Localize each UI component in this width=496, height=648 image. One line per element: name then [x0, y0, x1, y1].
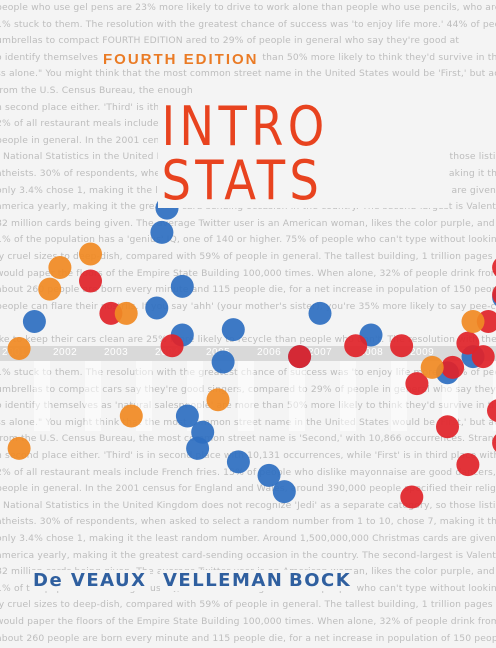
data-point: [7, 337, 31, 360]
author-de-veaux: De VEAUX: [30, 570, 150, 591]
background-text-line: would paper the floors of the Empire Sta…: [0, 615, 496, 627]
background-text-line: ly cruel sizes to deep-dish, compared wi…: [0, 599, 493, 611]
year-column-stripe: [85, 361, 101, 431]
data-point: [145, 296, 169, 320]
data-point: [38, 277, 62, 301]
data-point: [206, 388, 230, 412]
year-column-stripe: [493, 361, 496, 431]
background-text-line: 1% of the population has a 'genius' IQ, …: [0, 234, 496, 246]
data-point: [7, 436, 31, 460]
background-text-line: people can flare their nostrils. If you …: [0, 300, 496, 312]
background-text-line: 2% of all restaurant meals include ompar: [0, 118, 193, 130]
year-label-2006: 2006: [257, 347, 282, 358]
background-text-line: ss alone." You might think that the most…: [0, 68, 496, 80]
year-label-2007: 2007: [308, 347, 333, 358]
background-text-line: would paper the floors of the Empire Sta…: [0, 267, 496, 279]
background-text-line: r National Statistics in the United King…: [0, 499, 496, 511]
data-point: [400, 485, 424, 509]
background-text-line: from the U.S. Census Bureau, the enough: [0, 84, 193, 96]
year-column-stripe: [340, 361, 356, 431]
data-point: [456, 453, 480, 477]
year-label-2009: 2009: [410, 347, 435, 358]
background-text-line: only 3.4% chose 1, making it the least r…: [0, 533, 496, 544]
data-point: [344, 334, 368, 358]
year-label-2008: 2008: [359, 347, 384, 358]
background-text-line: from the U.S. Census Bureau, the most co…: [0, 433, 496, 445]
data-point: [186, 436, 210, 460]
book-title: INTRO STATS: [158, 100, 449, 208]
data-point: [420, 355, 444, 379]
background-text-line: n second place either. 'Third' is ith 9,…: [0, 101, 178, 113]
background-text-line: people who use gel pens are 23% more lik…: [0, 2, 496, 13]
data-point: [257, 463, 281, 487]
data-point: [160, 334, 184, 358]
data-point: [308, 301, 332, 325]
background-text-line: atheists. 30% of respondents, when asked…: [0, 516, 496, 528]
background-text-line: about 260 people are born every minute a…: [0, 284, 496, 296]
data-point: [150, 220, 174, 244]
data-point: [288, 345, 312, 369]
data-point: [119, 404, 143, 428]
year-column-stripe: [238, 361, 254, 431]
author-bock: BOCK: [286, 570, 355, 591]
data-point: [221, 318, 245, 342]
background-text-line: about 260 people are born every minute a…: [0, 632, 496, 644]
background-text-line: people in general. In the 2001 census fo…: [0, 483, 496, 495]
data-point: [441, 355, 465, 379]
data-point: [492, 434, 496, 452]
data-point: [170, 274, 194, 298]
data-point: [79, 269, 102, 293]
background-text-line: people in general. In the 2001 cen nd an…: [0, 134, 196, 146]
data-point: [211, 350, 235, 374]
data-point: [405, 372, 429, 396]
data-point: [114, 301, 138, 325]
data-point: [22, 310, 46, 333]
background-text-line: america yearly, making it the greatest c…: [0, 549, 496, 561]
background-text-line: umbrellas to compact FOURTH EDITION ared…: [0, 35, 460, 47]
year-label-2002: 2002: [53, 347, 78, 358]
data-point: [272, 480, 296, 504]
data-point: [487, 399, 496, 422]
data-point: [471, 345, 495, 369]
data-point: [175, 404, 199, 428]
year-column-stripe: [391, 361, 407, 431]
year-label-2003: 2003: [104, 347, 129, 358]
year-column-stripe: [34, 361, 50, 431]
data-point: [456, 331, 480, 355]
background-text-line: ike to keep their cars clean are 25% mor…: [0, 333, 496, 345]
data-point: [492, 258, 496, 277]
year-column-stripe: [289, 361, 305, 431]
background-text-line: 1% stuck to them. The resolution with th…: [0, 18, 496, 30]
background-text-line: 2% of all restaurant meals include Frenc…: [0, 466, 496, 478]
data-point: [492, 285, 496, 304]
data-point: [226, 450, 250, 474]
data-point: [48, 256, 72, 279]
author-list: De VEAUX VELLEMAN BOCK: [0, 570, 496, 596]
data-point: [390, 334, 414, 358]
background-text-line: ly cruel sizes to deep-dish, compared wi…: [0, 250, 493, 262]
background-text-line: 82 million cards being given. The averag…: [0, 217, 496, 229]
author-velleman: VELLEMAN: [160, 570, 287, 591]
background-text-line: n second place either. 'Third' is in sec…: [0, 450, 496, 462]
data-point: [436, 415, 459, 439]
data-point: [79, 242, 102, 266]
timeline-axis: [0, 346, 496, 361]
data-point: [461, 310, 485, 333]
edition-label: FOURTH EDITION: [100, 50, 262, 69]
